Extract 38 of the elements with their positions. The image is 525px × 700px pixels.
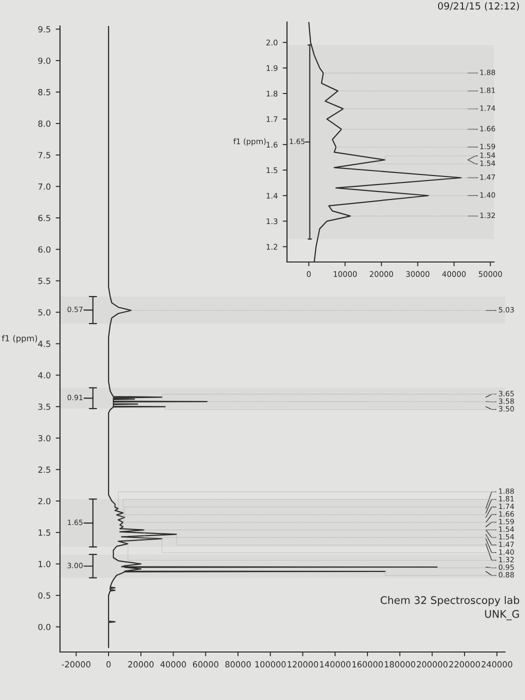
text: Chem 32 Spectroscopy lab bbox=[380, 596, 520, 606]
x-tick-label: 180000 bbox=[384, 661, 416, 668]
text: UNK_G bbox=[485, 610, 519, 620]
y-tick-label: 5.5 bbox=[38, 278, 50, 284]
x-tick-label: 140000 bbox=[320, 661, 350, 668]
y-tick-label: 1.5 bbox=[38, 530, 50, 536]
y-tick-label: 4.5 bbox=[38, 340, 50, 348]
x-tick-label: 200000 bbox=[416, 661, 448, 668]
y-tick-label: 7.0 bbox=[38, 183, 50, 190]
y-tick-label: 2.5 bbox=[38, 466, 50, 473]
y-tick-label: 8.0 bbox=[38, 120, 50, 127]
y-axis-title: f1 (ppm) bbox=[2, 334, 38, 344]
y-tick-label: 0.5 bbox=[38, 592, 50, 599]
y-tick-label: 8.5 bbox=[38, 89, 50, 96]
x-tick-label: 220000 bbox=[449, 661, 480, 668]
x-tick-label: 40000 bbox=[160, 661, 186, 668]
x-tick-label: 60000 bbox=[192, 661, 218, 668]
x-tick-label: 160000 bbox=[352, 661, 383, 668]
y-tick-label: 6.0 bbox=[38, 246, 50, 253]
y-tick-label: 0.0 bbox=[38, 624, 50, 630]
y-tick-label: 9.0 bbox=[38, 58, 50, 64]
y-tick-label: 3.0 bbox=[38, 435, 50, 442]
y-tick-label: 2.0 bbox=[38, 498, 50, 504]
text: 09/21/15 (12:12) bbox=[438, 2, 519, 11]
x-tick-label: 120000 bbox=[288, 661, 318, 668]
x-tick-label: 100000 bbox=[255, 661, 286, 668]
y-tick-label: 5.0 bbox=[38, 309, 50, 316]
x-tick-label: 80000 bbox=[225, 661, 251, 668]
y-tick-label: 7.5 bbox=[38, 152, 50, 158]
y-tick-label: 4.0 bbox=[38, 372, 50, 378]
x-tick-label: 20000 bbox=[128, 661, 154, 668]
x-tick-label: 240000 bbox=[482, 661, 512, 668]
y-tick-label: 9.5 bbox=[38, 26, 50, 32]
y-tick-label: 3.5 bbox=[38, 404, 50, 410]
x-tick-label: -20000 bbox=[62, 661, 90, 668]
y-tick-label: 1.0 bbox=[38, 560, 50, 568]
x-tick-label: 0 bbox=[106, 661, 111, 668]
y-tick-label: 6.5 bbox=[38, 214, 50, 222]
